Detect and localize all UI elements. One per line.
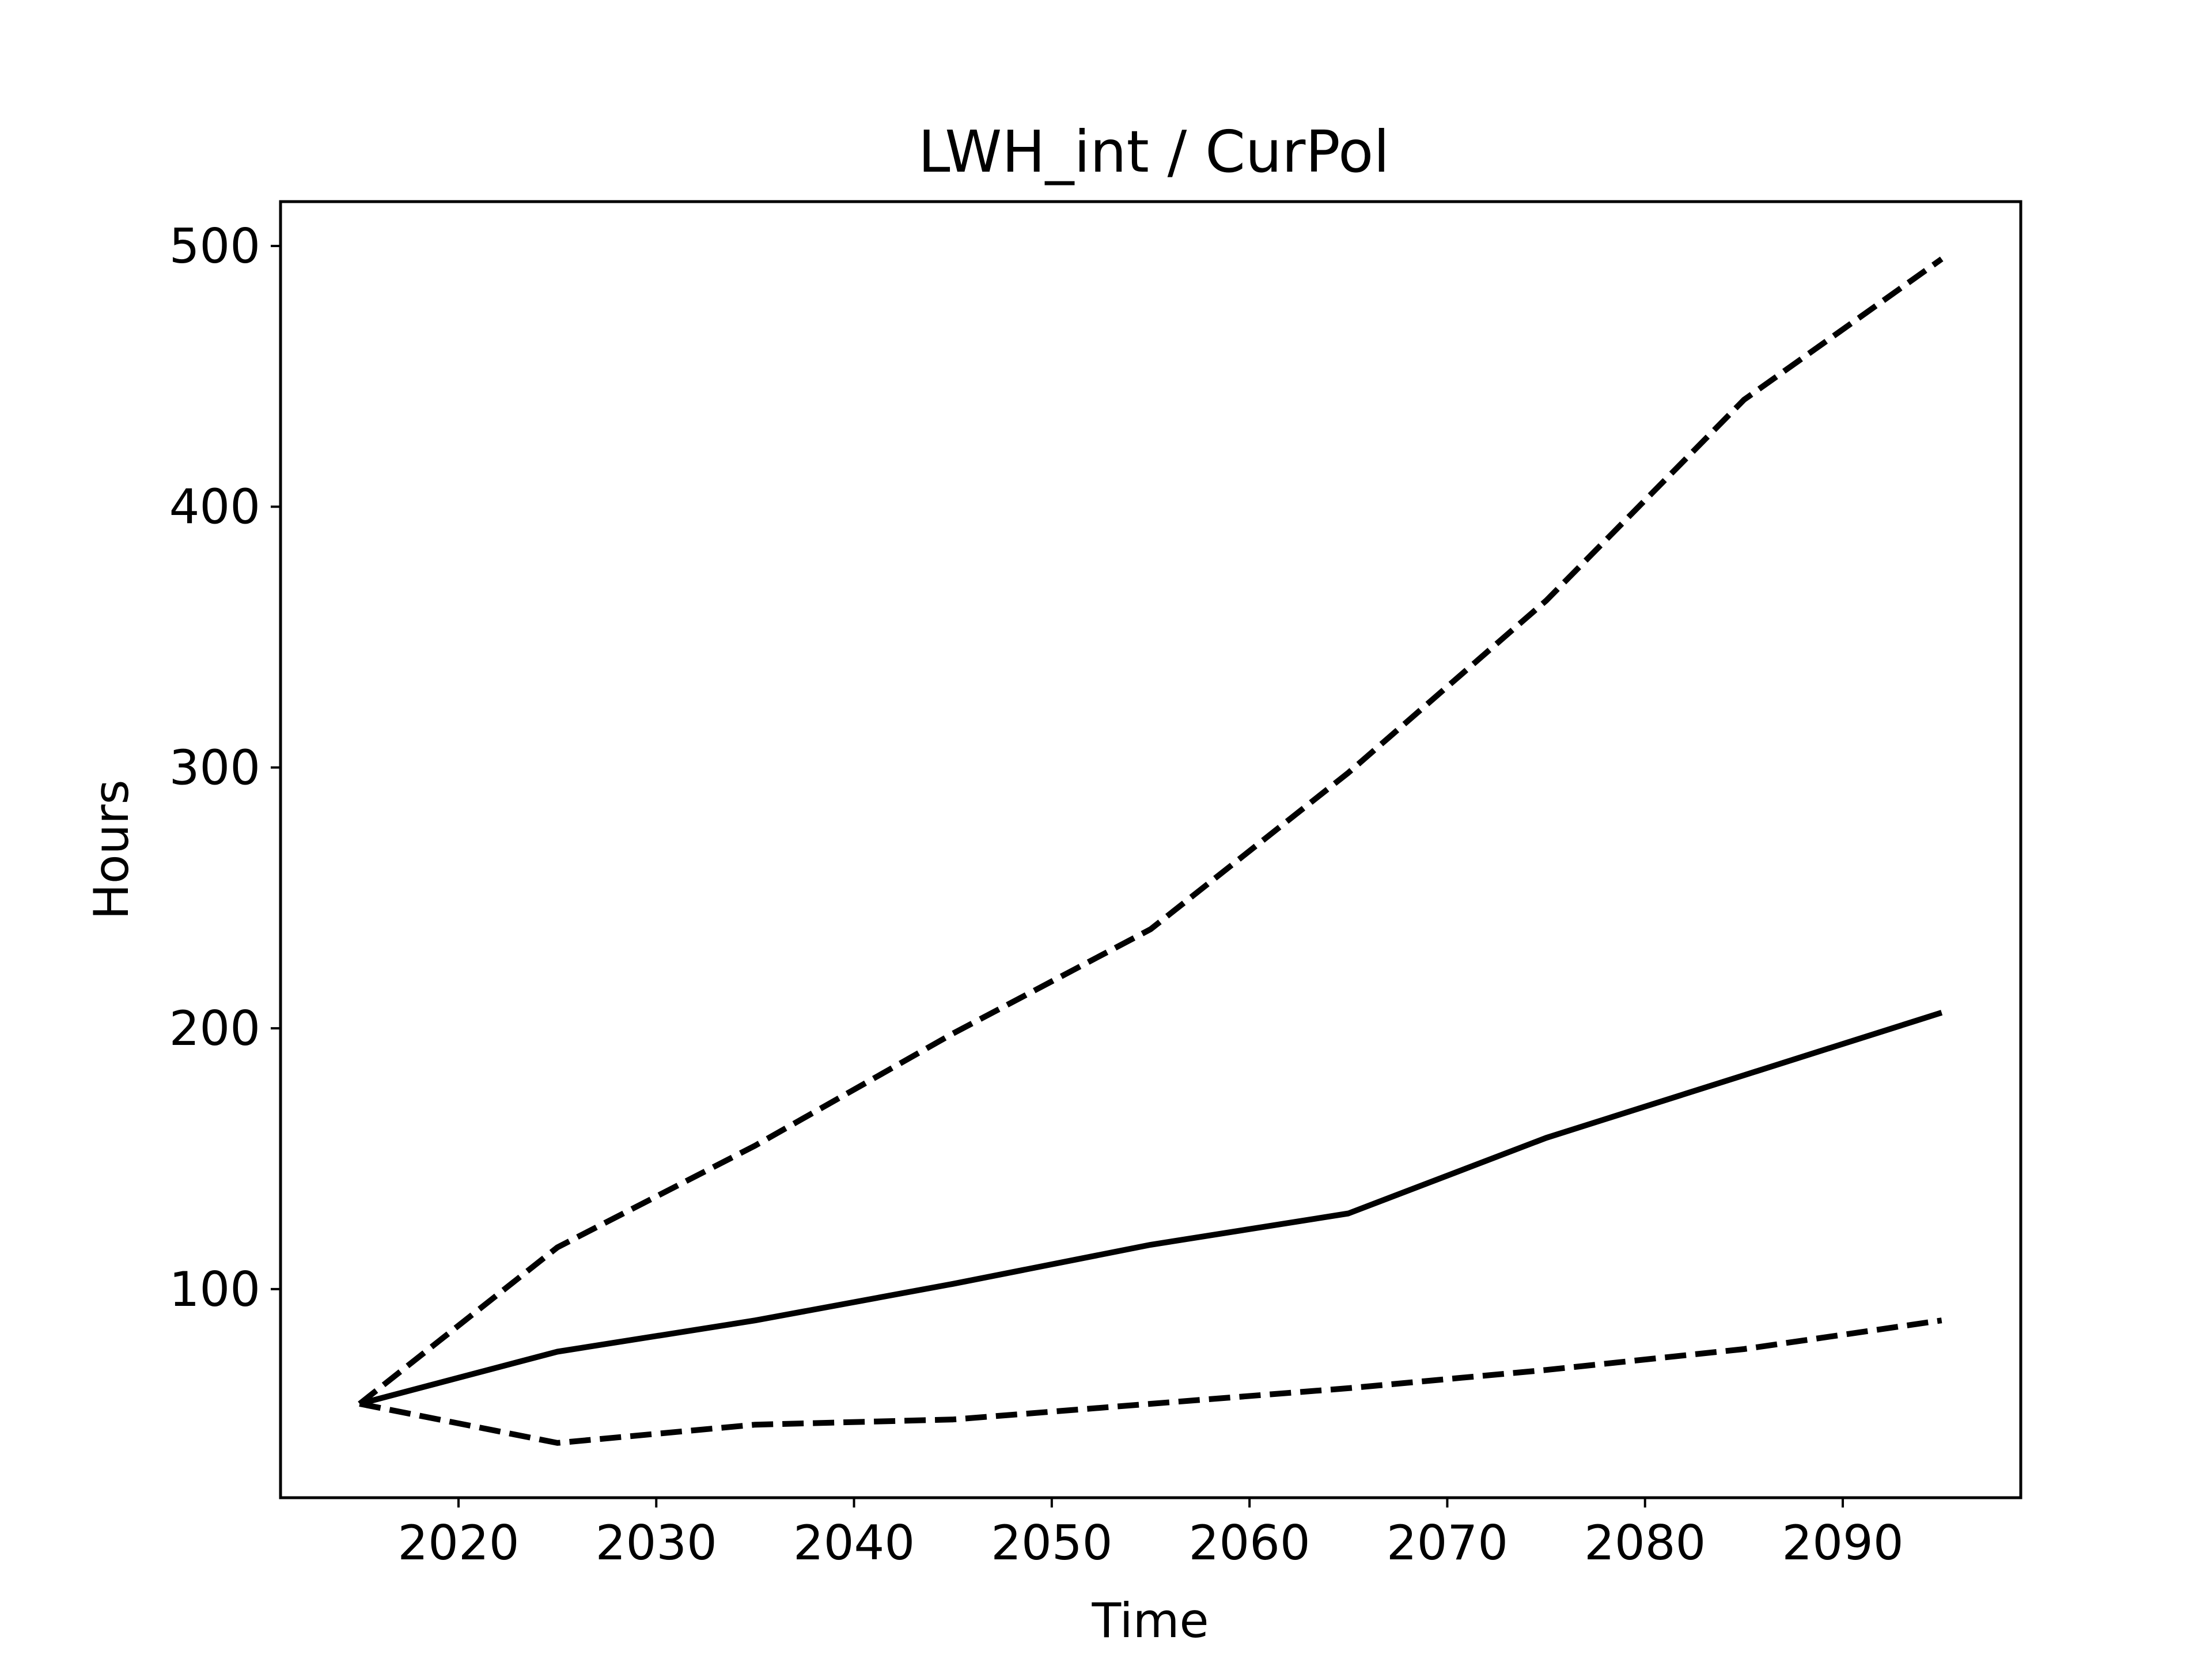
x-tick-label: 2070	[1387, 1515, 1508, 1571]
x-axis-label: Time	[1091, 1593, 1209, 1649]
plot-area-frame	[279, 200, 2022, 1499]
series-layer	[358, 256, 1944, 1446]
x-tick-label: 2040	[793, 1515, 915, 1571]
series-line-2	[358, 256, 1944, 1406]
y-tick-label: 200	[169, 1001, 260, 1056]
x-tick-label: 2030	[596, 1515, 717, 1571]
chart-title: LWH_int / CurPol	[918, 118, 1389, 185]
y-axis-label: Hours	[84, 779, 139, 919]
y-axis-ticks: 100 200 300 400 500	[169, 218, 281, 1317]
x-tick-label: 2020	[397, 1515, 519, 1571]
x-tick-label: 2090	[1782, 1515, 1903, 1571]
x-tick-label: 2050	[991, 1515, 1112, 1571]
x-axis-ticks: 2020 2030 2040 2050 2060 2070 2080 2090	[397, 1498, 1904, 1571]
series-line-3	[359, 1317, 1942, 1446]
x-tick-label: 2080	[1584, 1515, 1706, 1571]
series-line-1	[359, 1010, 1943, 1407]
y-tick-label: 500	[169, 218, 260, 274]
y-tick-label: 400	[169, 479, 260, 535]
y-tick-label: 100	[169, 1262, 260, 1317]
y-tick-label: 300	[169, 740, 260, 796]
x-tick-label: 2060	[1189, 1515, 1310, 1571]
